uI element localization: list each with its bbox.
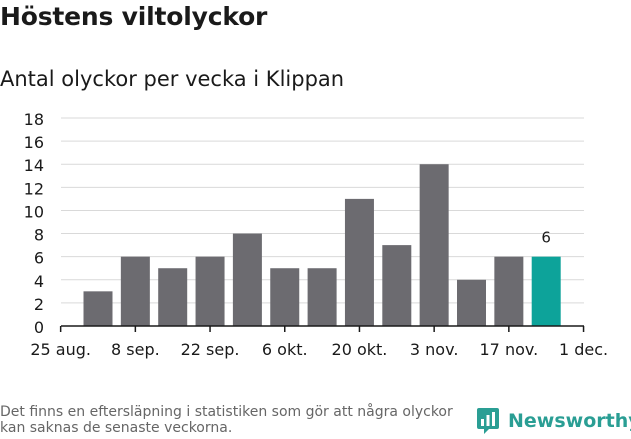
- y-tick-label: 10: [24, 202, 44, 221]
- bar: [270, 268, 300, 326]
- x-tick-label: 1 dec.: [559, 340, 608, 359]
- brand-name: Newsworthy: [508, 410, 631, 432]
- chart-subtitle: Antal olyckor per vecka i Klippan: [0, 67, 345, 91]
- footnote: Det finns en eftersläpning i statistiken…: [0, 404, 453, 436]
- bar: [344, 198, 374, 326]
- y-tick-label: 8: [34, 226, 44, 245]
- x-tick-label: 3 nov.: [410, 340, 459, 359]
- newsworthy-icon: [477, 408, 499, 434]
- bar: [195, 256, 225, 326]
- bar: [232, 233, 262, 326]
- bar: [158, 268, 188, 326]
- bar: [382, 245, 412, 326]
- x-tick-label: 22 sep.: [181, 340, 240, 359]
- x-tick-label: 20 okt.: [332, 340, 388, 359]
- bar: [83, 291, 113, 326]
- y-tick-label: 2: [34, 295, 44, 314]
- bar: [531, 256, 561, 326]
- x-tick-label: 25 aug.: [30, 340, 91, 359]
- y-tick-label: 18: [24, 110, 44, 129]
- chart-title: Höstens viltolyckor: [0, 2, 268, 31]
- x-tick-label: 17 nov.: [480, 340, 539, 359]
- bar: [307, 268, 337, 326]
- y-tick-label: 0: [34, 318, 44, 337]
- bar: [419, 164, 449, 326]
- y-tick-label: 4: [34, 272, 44, 291]
- bar: [457, 279, 486, 326]
- bar-data-label: 6: [541, 229, 551, 247]
- bar: [120, 256, 150, 326]
- bar-chart: 0 2 4 6 8 10 12 14 16 18 6 25 aug. 8 sep. 22 sep. 6 ok…: [24, 110, 608, 359]
- y-tick-label: 6: [34, 249, 44, 268]
- y-tick-label: 12: [24, 179, 44, 198]
- x-tick-label: 8 sep.: [111, 340, 160, 359]
- y-tick-label: 16: [24, 133, 44, 152]
- y-tick-label: 14: [24, 156, 44, 175]
- bar: [494, 256, 524, 326]
- newsworthy-logo: Newsworthy: [476, 407, 631, 435]
- x-tick-label: 6 okt.: [262, 340, 308, 359]
